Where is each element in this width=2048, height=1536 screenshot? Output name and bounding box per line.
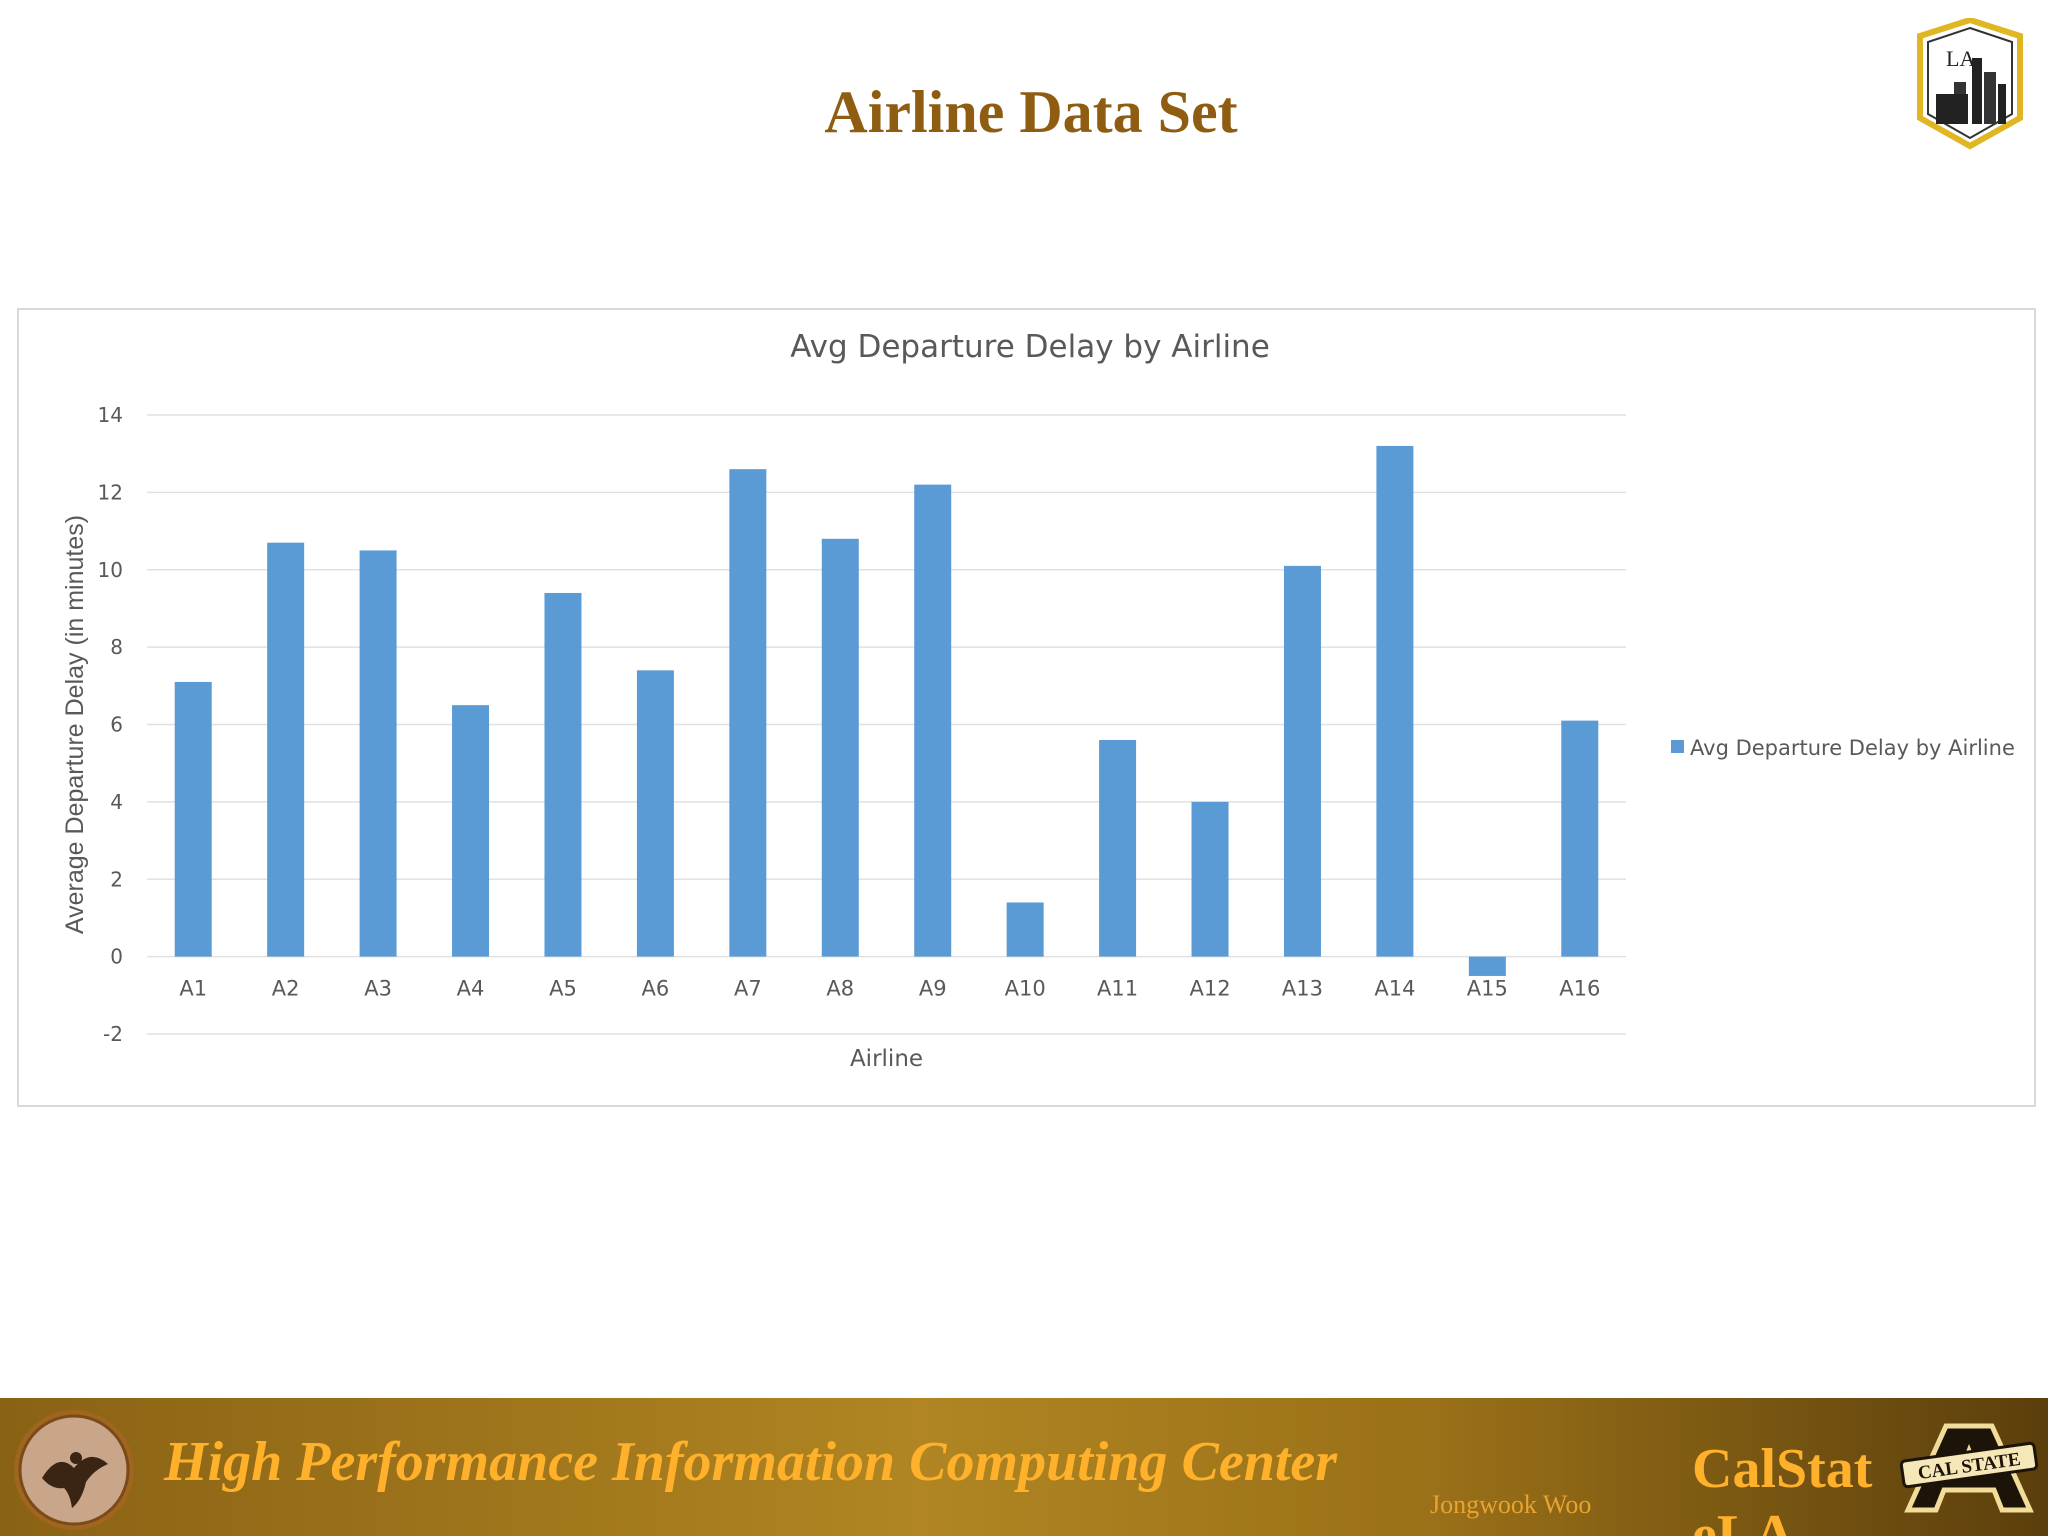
- bar: [1191, 801, 1229, 957]
- university-crest-logo: LA: [1917, 18, 2023, 150]
- y-tick-label: 0: [110, 945, 123, 969]
- chart-frame: Avg Departure Delay by Airline -2 0 2 4 6 8 10 1…: [17, 308, 2036, 1107]
- svg-text:LA: LA: [1946, 46, 1975, 71]
- x-tick-label: A16: [1559, 977, 1600, 1001]
- bar: [914, 484, 952, 957]
- bar: [636, 670, 674, 957]
- chart-title: Avg Departure Delay by Airline: [790, 329, 1270, 365]
- footer-author: Jongwook Woo: [1430, 1490, 1592, 1519]
- x-tick-label: A11: [1097, 977, 1138, 1001]
- x-tick-label: A15: [1467, 977, 1508, 1001]
- x-tick-label: A3: [364, 977, 392, 1001]
- bar: [1283, 565, 1321, 957]
- bar: [452, 705, 490, 957]
- y-tick-label: 6: [110, 713, 123, 737]
- bar: [729, 469, 767, 957]
- x-tick-label: A13: [1282, 977, 1323, 1001]
- bar: [1376, 445, 1414, 957]
- bar-chart: Avg Departure Delay by Airline -2 0 2 4 6 8 10 1…: [61, 329, 2015, 1072]
- x-tick-label: A8: [826, 977, 854, 1001]
- cal-state-la-logo: CAL STATE: [1899, 1423, 2039, 1513]
- y-tick-label: 4: [110, 790, 123, 814]
- x-tick-label: A2: [272, 977, 300, 1001]
- footer-university-name: CalStateLA: [1692, 1438, 1873, 1536]
- x-tick-label: A10: [1005, 977, 1046, 1001]
- phoenix-seal-icon: [14, 1410, 134, 1530]
- bar: [544, 592, 582, 957]
- x-tick-label: A14: [1374, 977, 1415, 1001]
- bar: [1468, 956, 1506, 976]
- y-tick-label: -2: [103, 1022, 123, 1046]
- x-tick-label: A1: [179, 977, 207, 1001]
- bar: [821, 538, 859, 957]
- y-tick-label: 2: [110, 867, 123, 891]
- bar: [1006, 902, 1044, 957]
- x-tick-label: A4: [457, 977, 485, 1001]
- x-tick-label: A9: [919, 977, 947, 1001]
- x-tick-label: A6: [642, 977, 670, 1001]
- y-tick-label: 14: [98, 403, 123, 427]
- slide-title: Airline Data Set: [824, 79, 1238, 145]
- legend-label: Avg Departure Delay by Airline: [1690, 736, 2015, 760]
- x-tick-label: A7: [734, 977, 762, 1001]
- y-tick-label: 10: [98, 558, 123, 582]
- y-tick-label: 8: [110, 635, 123, 659]
- bar: [359, 550, 397, 957]
- bar: [267, 542, 305, 957]
- x-tick-label: A12: [1189, 977, 1230, 1001]
- x-tick-label: A5: [549, 977, 577, 1001]
- bar: [174, 681, 212, 957]
- legend-swatch: [1671, 740, 1684, 753]
- bar: [1099, 739, 1137, 957]
- y-tick-label: 12: [98, 480, 123, 504]
- footer-bar: High Performance Information Computing C…: [0, 1398, 2048, 1536]
- footer-center-name: High Performance Information Computing C…: [164, 1431, 1338, 1493]
- x-axis-title: Airline: [850, 1046, 923, 1072]
- y-axis-title: Average Departure Delay (in minutes): [61, 515, 89, 934]
- bar: [1561, 720, 1599, 957]
